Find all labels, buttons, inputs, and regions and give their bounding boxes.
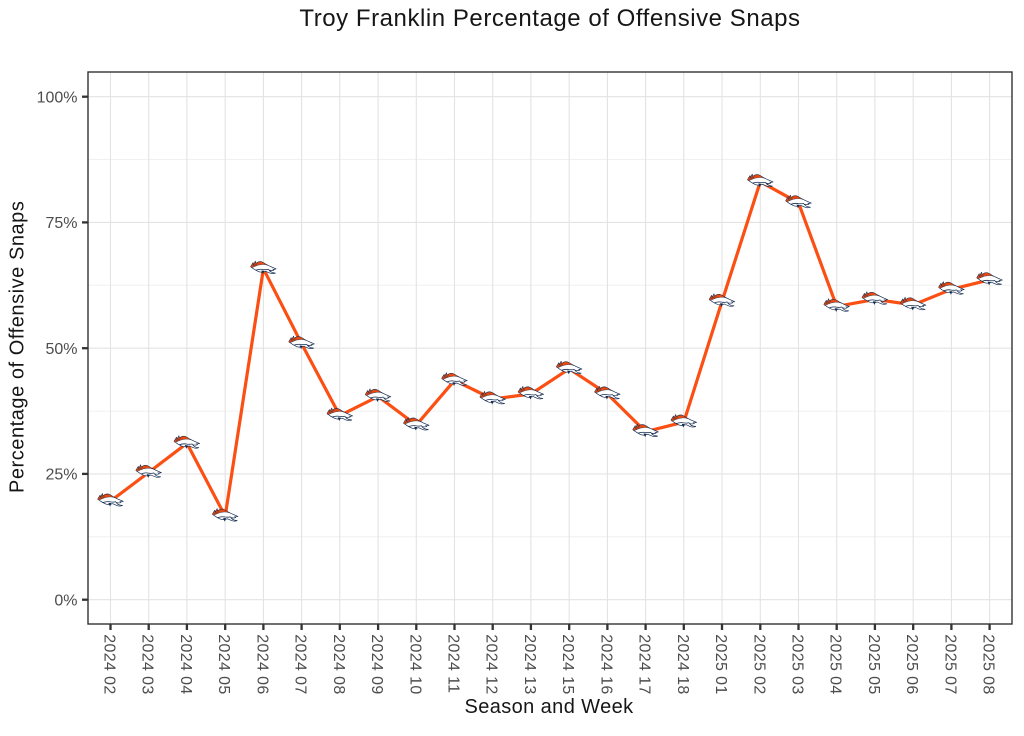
svg-text:2025 04: 2025 04 [827, 634, 844, 694]
svg-text:Troy Franklin Percentage of Of: Troy Franklin Percentage of Offensive Sn… [299, 5, 800, 32]
svg-text:Season and Week: Season and Week [464, 696, 634, 718]
svg-text:2025 07: 2025 07 [941, 634, 958, 694]
svg-text:2024 13: 2024 13 [521, 634, 538, 694]
svg-text:100%: 100% [37, 89, 78, 106]
svg-text:2024 12: 2024 12 [483, 634, 500, 694]
svg-text:2024 15: 2024 15 [559, 634, 576, 694]
svg-text:2024 17: 2024 17 [636, 634, 653, 694]
svg-text:2024 06: 2024 06 [253, 634, 270, 694]
svg-text:2024 02: 2024 02 [101, 634, 118, 694]
svg-text:75%: 75% [45, 215, 77, 232]
svg-text:50%: 50% [45, 341, 77, 358]
svg-text:2025 02: 2025 02 [750, 634, 767, 694]
svg-text:Percentage of Offensive Snaps: Percentage of Offensive Snaps [7, 201, 29, 493]
svg-text:2024 16: 2024 16 [597, 634, 614, 694]
svg-text:2025 06: 2025 06 [903, 634, 920, 694]
svg-text:2025 01: 2025 01 [712, 634, 729, 694]
svg-text:2024 04: 2024 04 [177, 634, 194, 694]
svg-text:2024 07: 2024 07 [292, 634, 309, 694]
svg-text:2024 11: 2024 11 [445, 634, 462, 693]
svg-text:2025 05: 2025 05 [865, 634, 882, 694]
svg-text:2024 05: 2024 05 [215, 634, 232, 694]
svg-text:2024 08: 2024 08 [330, 634, 347, 694]
svg-text:2024 03: 2024 03 [139, 634, 156, 694]
svg-text:2025 03: 2025 03 [789, 634, 806, 694]
svg-text:2024 18: 2024 18 [674, 634, 691, 694]
svg-text:2025 08: 2025 08 [980, 634, 997, 694]
svg-text:2024 09: 2024 09 [368, 634, 385, 694]
svg-text:2024 10: 2024 10 [406, 634, 423, 694]
svg-text:25%: 25% [45, 467, 77, 484]
svg-text:0%: 0% [54, 592, 77, 609]
